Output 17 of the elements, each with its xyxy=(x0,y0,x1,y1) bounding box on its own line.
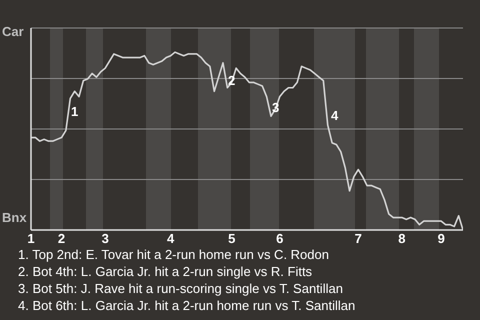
text: 1. Top 2nd: E. Tovar hit a 2-run home run vs C. Rodon xyxy=(18,246,330,263)
text: 4. Bot 6th: L. Garcia Jr. hit a 2-run home run vs T. Santillan xyxy=(18,297,356,314)
x-tick-label: 1 xyxy=(27,231,35,246)
text: Car xyxy=(2,24,24,39)
x-tick-label: 3 xyxy=(102,231,109,246)
x-tick-label: 2 xyxy=(58,231,66,246)
x-tick-label: 4 xyxy=(167,231,176,246)
x-tick-label: 6 xyxy=(276,231,284,246)
text: 2. Bot 4th: L. Garcia Jr. hit a 2-run single vs R. Fitts xyxy=(18,263,314,280)
x-tick-label: 7 xyxy=(354,231,362,246)
x-tick-label: 8 xyxy=(398,231,406,246)
text: 3. Bot 5th: J. Rave hit a run-scoring single vs T. Santillan xyxy=(18,280,344,297)
x-tick-label: 5 xyxy=(228,231,236,246)
x-tick-label: 9 xyxy=(438,231,445,246)
annotation: 4 xyxy=(331,108,338,123)
annotation: 1 xyxy=(71,104,78,119)
text: Bnx xyxy=(2,210,27,225)
